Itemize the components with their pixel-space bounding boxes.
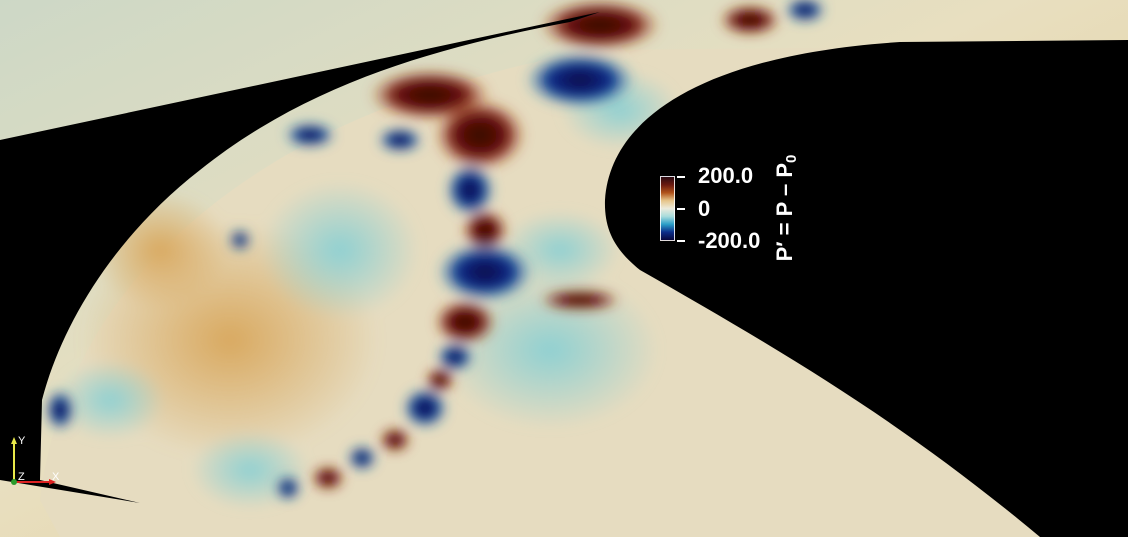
hot-vortex [435, 300, 495, 344]
colorbar-title-subscript: 0 [783, 154, 800, 163]
hot-vortex [435, 100, 525, 170]
hot-vortex [312, 466, 344, 490]
cold-vortex [230, 230, 250, 250]
colorbar-gradient [660, 176, 675, 241]
cold-vortex [525, 52, 635, 108]
hot-vortex [426, 368, 454, 392]
main-body [604, 40, 1128, 537]
colorbar-tick-max [677, 176, 685, 178]
cold-vortex [403, 388, 447, 428]
cold-vortex [276, 476, 300, 500]
colorbar-tick-mid [677, 208, 685, 210]
cold-vortex [348, 446, 376, 470]
axis-y-label: Y [18, 435, 26, 447]
colorbar-min-label: -200.0 [698, 228, 761, 253]
axis-z-label: Z [18, 471, 25, 483]
leading-body [0, 12, 600, 503]
hot-vortex [540, 290, 620, 310]
colorbar [660, 176, 675, 241]
hot-vortex [463, 210, 507, 250]
hot-vortex [540, 0, 660, 50]
vortex-chain [46, 0, 825, 500]
hot-vortex [380, 428, 410, 452]
colorbar-mid-label: 0 [698, 196, 711, 221]
cold-vortex [446, 164, 494, 216]
colorbar-tick-min [677, 240, 685, 242]
cold-vortex [378, 128, 422, 152]
orientation-axes: Y Z X [6, 434, 66, 488]
cool-zone [440, 270, 660, 430]
axes-triad-icon [11, 437, 56, 485]
cold-vortex [785, 0, 825, 22]
cold-vortex [46, 390, 74, 430]
hot-vortex [720, 5, 780, 35]
cold-vortex [437, 343, 473, 371]
cool-zone [55, 360, 165, 440]
axis-x-label: X [52, 471, 60, 483]
colorbar-max-label: 200.0 [698, 163, 754, 188]
colorbar-title: P′ = P – P0 [772, 155, 800, 262]
colorbar-title-main: P′ = P – P [772, 162, 797, 262]
cool-zone [260, 180, 420, 320]
cold-vortex [285, 123, 335, 147]
cold-vortex [437, 242, 533, 302]
